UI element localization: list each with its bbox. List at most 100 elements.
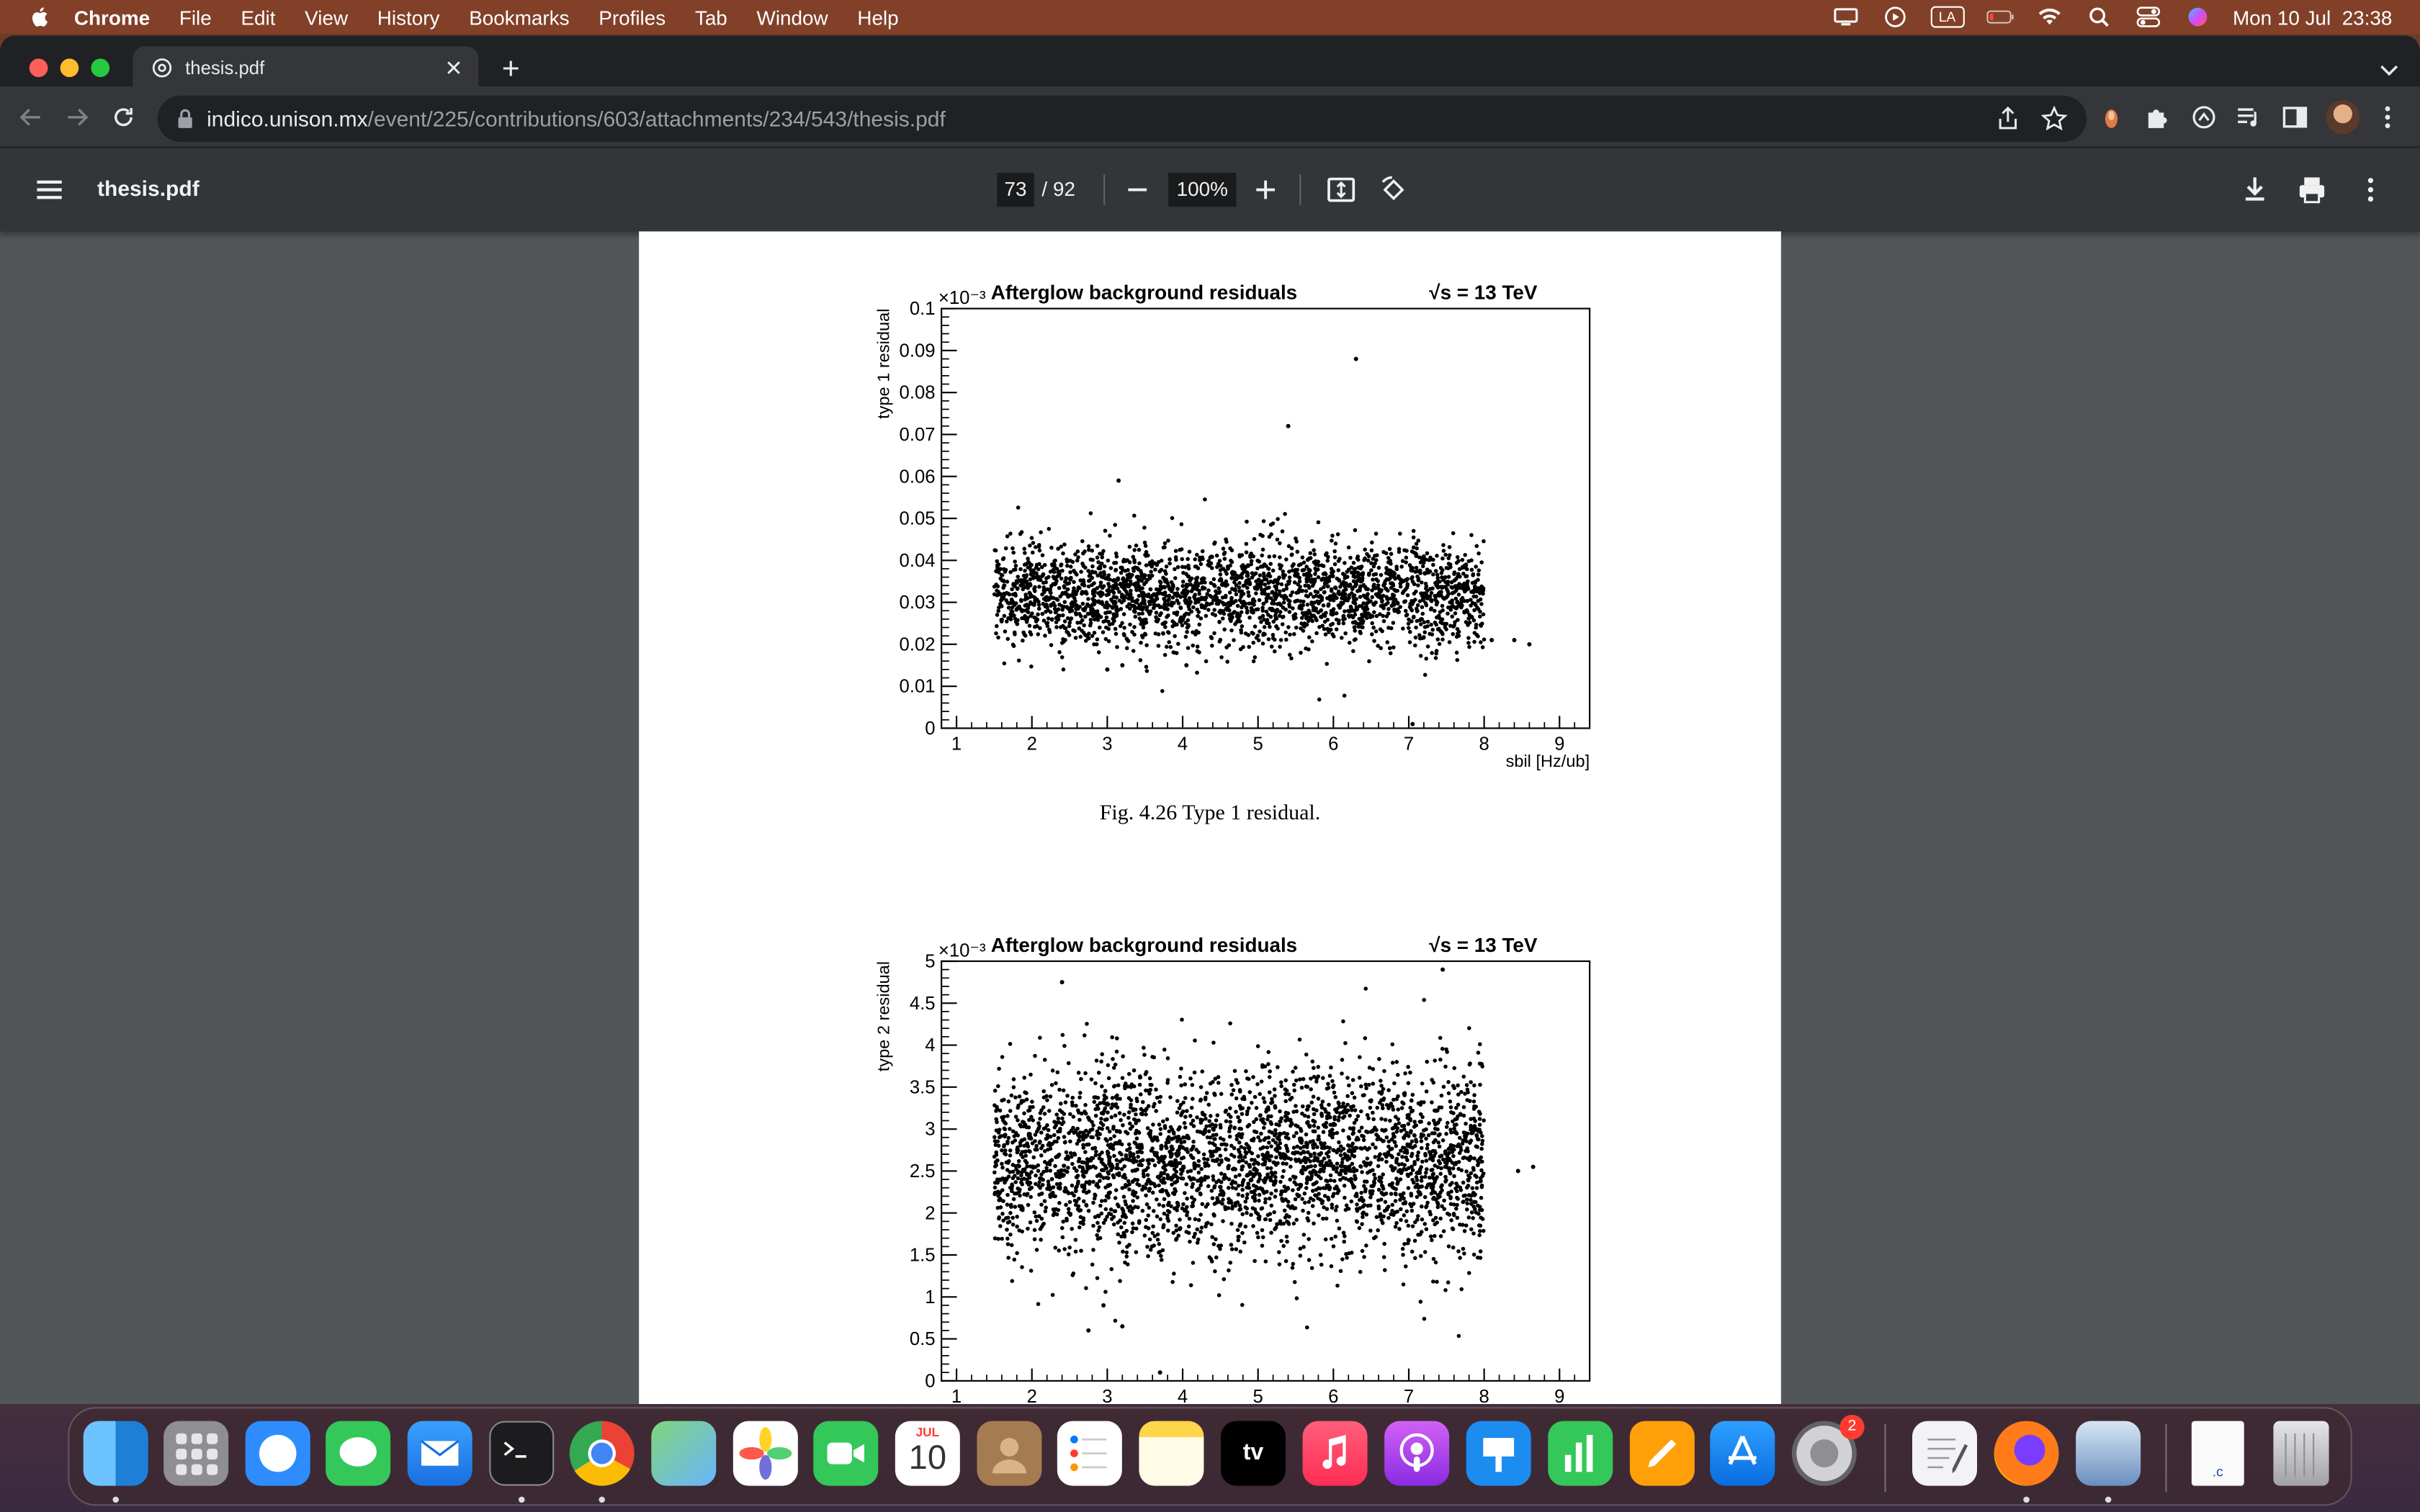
chart1-point (1053, 610, 1058, 615)
chart2-point (1096, 1071, 1101, 1075)
chart1-point (1090, 564, 1095, 569)
close-window-button[interactable] (29, 58, 48, 78)
chart2-point (1044, 1094, 1049, 1099)
chart1-point (1429, 606, 1434, 611)
chart2-point (1322, 1205, 1326, 1210)
spotlight-search-icon[interactable] (2084, 6, 2112, 28)
chart1-point (996, 562, 1001, 567)
menu-tab[interactable]: Tab (694, 5, 727, 29)
zoom-window-button[interactable] (91, 58, 110, 78)
chart1-point (1060, 608, 1065, 612)
chart1-point (1470, 600, 1475, 606)
back-arrow-icon[interactable] (15, 102, 46, 132)
side-panel-icon[interactable] (2280, 102, 2311, 132)
more-options-icon[interactable] (2354, 173, 2388, 207)
chart1-point (1341, 613, 1346, 618)
menu-edit[interactable]: Edit (241, 5, 276, 29)
chart2-point (1018, 1143, 1023, 1148)
share-icon[interactable] (1994, 105, 2022, 133)
sync-extension-icon[interactable] (2189, 102, 2220, 132)
zoom-out-icon[interactable] (1121, 173, 1155, 207)
chart1-point (1482, 637, 1487, 642)
chart2-point (1448, 1105, 1453, 1110)
chart2-point (1158, 1217, 1162, 1222)
chart1-point (1083, 614, 1088, 619)
new-tab-button[interactable]: + (501, 52, 520, 86)
page-number-input[interactable]: 73 (997, 173, 1034, 207)
menu-profiles[interactable]: Profiles (599, 5, 666, 29)
display-icon[interactable] (1832, 6, 1860, 28)
chart2-point (1151, 1122, 1155, 1127)
chart1-point (1223, 569, 1228, 574)
chart2-point (1182, 1120, 1187, 1125)
chart1-point (1444, 621, 1449, 626)
bookmark-star-icon[interactable] (2040, 105, 2069, 133)
minimize-window-button[interactable] (60, 58, 79, 78)
chart1-point (1116, 576, 1121, 580)
zoom-in-icon[interactable] (1249, 173, 1283, 207)
chart1-point (1369, 568, 1373, 572)
chart1-point (1113, 560, 1119, 565)
wifi-icon[interactable] (2035, 6, 2063, 28)
address-bar[interactable]: indico.unison.mx/event/225/contributions… (157, 95, 2087, 143)
download-icon[interactable] (2238, 173, 2272, 207)
chart2-point (1466, 1271, 1471, 1275)
profile-avatar[interactable] (2326, 100, 2360, 135)
lock-icon[interactable] (176, 108, 194, 130)
print-icon[interactable] (2295, 173, 2329, 207)
tab-thesis-pdf[interactable]: thesis.pdf ✕ (133, 46, 479, 90)
chart1-point (1435, 572, 1440, 577)
chart1-point (1440, 617, 1445, 621)
extension-icon[interactable] (2096, 102, 2127, 132)
chart2-point (1191, 1261, 1196, 1265)
menu-view[interactable]: View (305, 5, 349, 29)
zoom-level-input[interactable]: 100% (1168, 173, 1237, 207)
chart2-point (1331, 1164, 1336, 1169)
chart1-point (1406, 621, 1411, 626)
media-queue-icon[interactable] (2233, 102, 2264, 132)
chart1-point (1264, 577, 1269, 582)
rotate-icon[interactable] (1376, 173, 1410, 207)
siri-icon[interactable] (2183, 6, 2211, 28)
input-source-icon[interactable]: LA (1930, 6, 1965, 28)
chart1-point (1275, 608, 1280, 612)
chart2-point (1115, 1093, 1119, 1098)
play-icon[interactable] (1881, 6, 1909, 28)
menu-history[interactable]: History (377, 5, 440, 29)
chart2-point (1373, 1146, 1378, 1150)
reload-icon[interactable] (108, 102, 139, 132)
menu-help[interactable]: Help (857, 5, 899, 29)
chart1-point (1111, 618, 1116, 622)
chart2-point (1410, 1092, 1415, 1097)
chart2-point (1119, 1166, 1124, 1171)
battery-icon[interactable] (1986, 6, 2014, 28)
fit-to-page-icon[interactable] (1325, 173, 1358, 207)
chart2-point (1312, 1169, 1317, 1174)
forward-arrow-icon[interactable] (62, 102, 93, 132)
menu-app-name[interactable]: Chrome (73, 5, 151, 29)
extensions-puzzle-icon[interactable] (2142, 102, 2173, 132)
chart2-point (1415, 1194, 1420, 1200)
chart1-point (1229, 600, 1234, 605)
chart2-point (1345, 1076, 1350, 1080)
chart2-points (992, 967, 1536, 1375)
chart2-point (1458, 1148, 1464, 1153)
chart1-point (1321, 612, 1326, 617)
chart2-point (1406, 1223, 1411, 1228)
chart1-point (1343, 631, 1348, 636)
chart1-point (1072, 601, 1077, 606)
chart1-point (1355, 557, 1361, 562)
menubar-datetime[interactable]: Mon 10 Jul 23:38 (2232, 5, 2393, 29)
chrome-menu-kebab-icon[interactable] (2372, 102, 2403, 132)
menu-window[interactable]: Window (756, 5, 828, 29)
menu-file[interactable]: File (179, 5, 212, 29)
tab-search-chevron-icon[interactable] (2377, 57, 2401, 81)
hamburger-menu-icon[interactable] (34, 174, 65, 205)
chart2-point (1478, 1228, 1482, 1233)
control-center-icon[interactable] (2134, 6, 2162, 28)
chart2-point (1000, 1055, 1005, 1059)
menu-bookmarks[interactable]: Bookmarks (469, 5, 570, 29)
tab-close-icon[interactable]: ✕ (444, 55, 463, 81)
chart1-point (1010, 642, 1016, 647)
apple-logo-icon[interactable] (28, 4, 53, 29)
